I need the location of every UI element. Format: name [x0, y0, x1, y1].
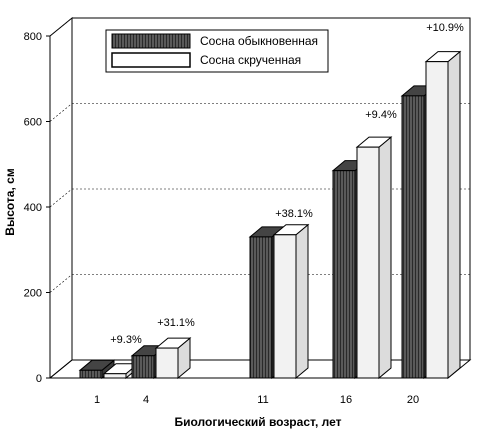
annotation-label: +9.3% [110, 334, 142, 346]
annotation-label: +38.1% [275, 208, 313, 220]
left-wall [49, 16, 73, 379]
y-tick-label: 400 [24, 202, 42, 214]
y-tick-label: 800 [24, 31, 42, 43]
bar-front [425, 61, 449, 379]
bar-side [378, 136, 392, 380]
gridline-side [49, 188, 73, 208]
bar-side [295, 223, 309, 380]
annotations: +9.3% +31.1% +38.1% +9.4% +10.9% [110, 22, 464, 346]
bar-front [103, 373, 127, 379]
bar-16-series-2 [355, 136, 393, 380]
y-axis-title: Высота, см [3, 168, 17, 236]
gridlines [49, 17, 470, 293]
bar-4-series-2 [154, 337, 192, 380]
bar-20-series-2 [424, 50, 462, 380]
bar-side [447, 50, 461, 380]
gridline-side [49, 103, 73, 122]
x-axis: 1 4 11 16 20 [94, 394, 419, 406]
y-tick-label: 0 [36, 373, 42, 385]
legend-label-series-1: Сосна обыкновенная [200, 34, 318, 48]
annotation-label: +9.4% [365, 109, 397, 121]
x-tick-label: 20 [407, 394, 419, 406]
bars [78, 50, 462, 380]
legend-swatch-series-1 [111, 33, 191, 49]
x-axis-title: Биологический возраст, лет [175, 415, 342, 429]
gridline-side [49, 17, 73, 37]
bar-front [401, 95, 425, 379]
floor [48, 359, 472, 379]
x-tick-label: 4 [143, 394, 149, 406]
annotation-label: +31.1% [157, 317, 195, 329]
x-tick-label: 1 [94, 394, 100, 406]
legend-label-series-2: Сосна скрученная [200, 53, 301, 67]
bar-front [356, 146, 380, 379]
bar-front [332, 170, 356, 379]
bar-front [79, 369, 103, 379]
bar-front [249, 236, 273, 379]
legend: Сосна обыкновенная Сосна скрученная [105, 29, 329, 73]
legend-swatch-series-2 [111, 52, 191, 68]
x-tick-label: 16 [340, 394, 352, 406]
gridline-side [49, 274, 73, 293]
y-axis: 0 200 400 600 800 [24, 31, 50, 385]
x-tick-label: 11 [257, 394, 268, 406]
bar-front [131, 355, 155, 379]
bar-front [155, 347, 179, 379]
annotation-label: +10.9% [426, 22, 464, 34]
y-tick-label: 600 [24, 117, 42, 129]
y-tick-label: 200 [24, 288, 42, 300]
bar-11-series-2 [272, 223, 310, 380]
bar-front [273, 234, 297, 379]
